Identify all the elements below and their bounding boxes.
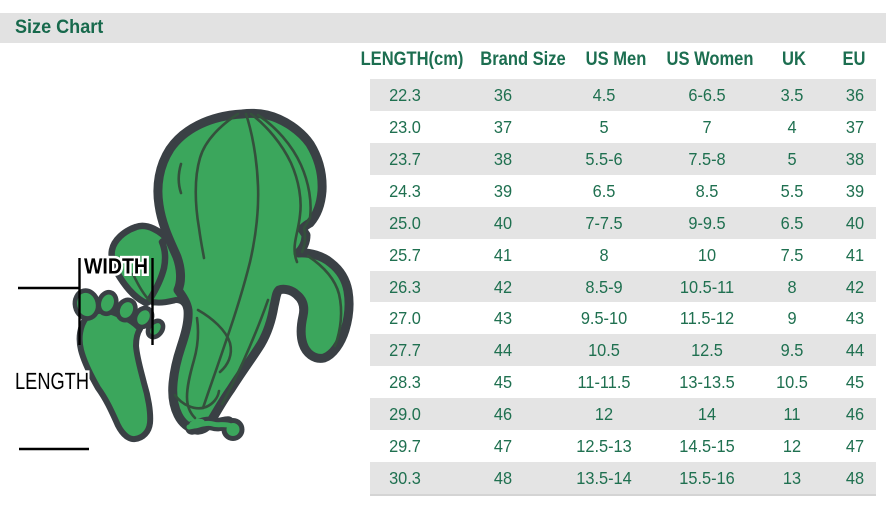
svg-text:LENGTH: LENGTH — [15, 368, 89, 394]
svg-text:WIDTH: WIDTH — [84, 254, 148, 279]
